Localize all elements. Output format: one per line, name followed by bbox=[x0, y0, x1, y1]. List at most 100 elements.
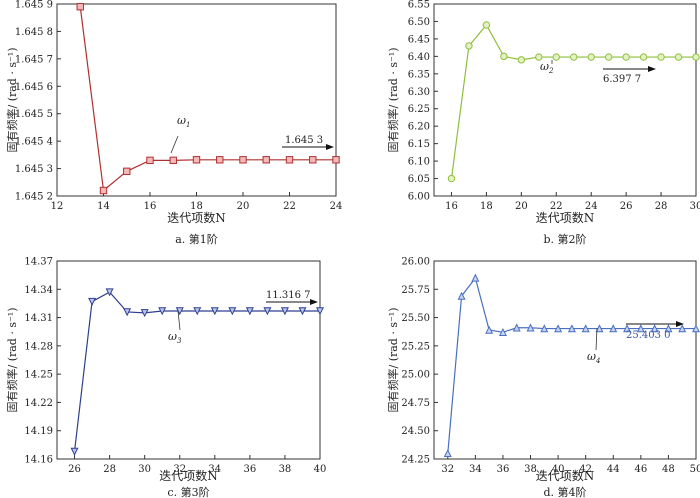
data-point-11 bbox=[639, 53, 648, 61]
y-tick-label-3: 1.645 5 bbox=[15, 109, 53, 120]
y-tick-label-3: 25.00 bbox=[401, 370, 430, 381]
data-point-10 bbox=[309, 156, 317, 164]
y-tick-label-6: 14.34 bbox=[24, 285, 53, 296]
data-point-7 bbox=[193, 307, 202, 316]
x-tick-label-8: 48 bbox=[662, 464, 675, 475]
data-point-12 bbox=[609, 324, 618, 333]
y-tick-label-5: 14.31 bbox=[24, 313, 53, 324]
data-point-10 bbox=[622, 53, 630, 61]
data-point-7 bbox=[239, 156, 247, 164]
x-axis-label: 迭代项数N bbox=[536, 210, 595, 225]
omega-leader bbox=[170, 135, 179, 154]
series-line bbox=[447, 276, 696, 454]
y-tick-label-1: 14.19 bbox=[24, 426, 53, 437]
data-point-10 bbox=[245, 307, 254, 316]
x-tick-label-1: 18 bbox=[480, 201, 493, 212]
data-point-9 bbox=[285, 156, 294, 164]
y-tick-label-10: 6.50 bbox=[408, 17, 430, 28]
data-point-5 bbox=[535, 53, 543, 61]
data-point-6 bbox=[175, 307, 184, 316]
annotation-value: 1.645 3 bbox=[285, 135, 323, 146]
y-tick-label-2: 6.10 bbox=[408, 157, 430, 168]
annotation-arrow-head bbox=[648, 66, 656, 72]
x-tick-label-1: 14 bbox=[97, 201, 110, 212]
y-tick-label-5: 6.25 bbox=[408, 104, 430, 115]
data-point-8 bbox=[554, 324, 563, 333]
plot-frame bbox=[433, 3, 697, 197]
y-tick-label-1: 1.645 3 bbox=[15, 164, 53, 175]
annotation-value: 6.397 7 bbox=[603, 74, 641, 85]
y-tick-label-5: 1.645 7 bbox=[15, 54, 53, 65]
y-tick-label-1: 24.50 bbox=[401, 426, 430, 437]
data-point-8 bbox=[262, 156, 270, 164]
x-tick-label-3: 38 bbox=[524, 464, 537, 475]
y-tick-label-4: 1.645 6 bbox=[15, 82, 53, 93]
data-point-2 bbox=[105, 288, 114, 297]
omega-subscript: 2 bbox=[548, 67, 554, 75]
y-tick-label-8: 6.40 bbox=[408, 52, 430, 63]
data-point-5 bbox=[512, 323, 521, 332]
data-point-13 bbox=[623, 324, 632, 333]
x-tick-label-3: 22 bbox=[550, 201, 563, 212]
y-tick-label-6: 25.75 bbox=[401, 285, 430, 296]
data-point-12 bbox=[280, 307, 289, 316]
y-tick-label-0: 6.00 bbox=[408, 192, 430, 203]
x-tick-label-6: 24 bbox=[330, 201, 343, 212]
y-axis-label: 固有频率/ (rad · s⁻¹) bbox=[5, 308, 19, 413]
y-tick-label-3: 14.25 bbox=[24, 370, 53, 381]
y-axis-label: 固有频率/ (rad · s⁻¹) bbox=[5, 48, 19, 153]
y-tick-label-3: 6.15 bbox=[408, 139, 430, 150]
data-point-14 bbox=[636, 324, 645, 333]
chart-panel-3: 26 28 30 32 34 36 38 40 14.16 14.19 14.22 14.25 14.2… bbox=[5, 257, 326, 498]
data-point-5 bbox=[192, 156, 201, 164]
y-tick-label-2: 14.22 bbox=[24, 398, 53, 409]
chart-panel-4: 32 34 36 38 40 42 44 46 48 50 24.25 24.50 24.75 25.00… bbox=[386, 257, 700, 498]
x-tick-label-0: 16 bbox=[445, 201, 458, 212]
data-point-0 bbox=[443, 449, 452, 458]
data-point-9 bbox=[604, 53, 613, 61]
data-point-8 bbox=[587, 53, 595, 61]
data-point-0 bbox=[76, 3, 84, 11]
x-tick-label-2: 36 bbox=[497, 464, 510, 475]
data-point-12 bbox=[657, 53, 665, 61]
data-point-1 bbox=[88, 297, 97, 306]
y-tick-label-4: 6.20 bbox=[408, 122, 430, 133]
data-point-13 bbox=[298, 307, 307, 316]
data-point-1 bbox=[465, 42, 473, 50]
data-point-9 bbox=[228, 307, 237, 316]
annotation-value: 25.403 0 bbox=[626, 330, 671, 341]
data-point-14 bbox=[692, 53, 700, 61]
y-tick-label-0: 14.16 bbox=[24, 455, 53, 466]
data-point-0 bbox=[447, 174, 456, 183]
data-point-2 bbox=[123, 167, 131, 176]
x-tick-label-6: 44 bbox=[607, 464, 620, 475]
data-point-6 bbox=[216, 156, 224, 164]
series-line bbox=[73, 291, 320, 452]
data-point-16 bbox=[664, 324, 673, 333]
y-tick-label-7: 14.37 bbox=[24, 257, 53, 268]
omega-leader bbox=[177, 310, 181, 331]
omega-label: ω4 bbox=[587, 350, 600, 365]
chart-panel-1: 12 14 16 18 20 22 24 1.645 2 1.645 3 1.645 4 1.645… bbox=[5, 0, 342, 246]
annotation-value: 11.316 7 bbox=[266, 290, 311, 301]
data-point-4 bbox=[140, 309, 149, 318]
x-tick-label-4: 40 bbox=[552, 464, 565, 475]
data-point-11 bbox=[332, 156, 340, 164]
x-tick-label-0: 32 bbox=[441, 464, 454, 475]
plot-frame bbox=[433, 260, 697, 460]
plot-frame bbox=[56, 260, 321, 460]
omega-label: ω3 bbox=[168, 330, 182, 345]
panel-caption: b. 第2阶 bbox=[543, 232, 586, 246]
y-axis-label: 固有频率/ (rad · s⁻¹) bbox=[386, 308, 400, 413]
omega-subscript: 3 bbox=[177, 337, 182, 345]
data-point-0 bbox=[70, 447, 79, 456]
y-tick-label-2: 1.645 4 bbox=[15, 137, 53, 148]
y-tick-label-7: 1.645 9 bbox=[15, 0, 53, 11]
data-point-6 bbox=[526, 323, 535, 332]
data-point-1 bbox=[457, 291, 466, 300]
annotation-arrow-head bbox=[326, 144, 334, 150]
x-tick-label-7: 46 bbox=[634, 464, 647, 475]
data-point-17 bbox=[678, 324, 687, 333]
x-tick-label-0: 26 bbox=[68, 464, 81, 475]
data-point-3 bbox=[146, 156, 154, 165]
